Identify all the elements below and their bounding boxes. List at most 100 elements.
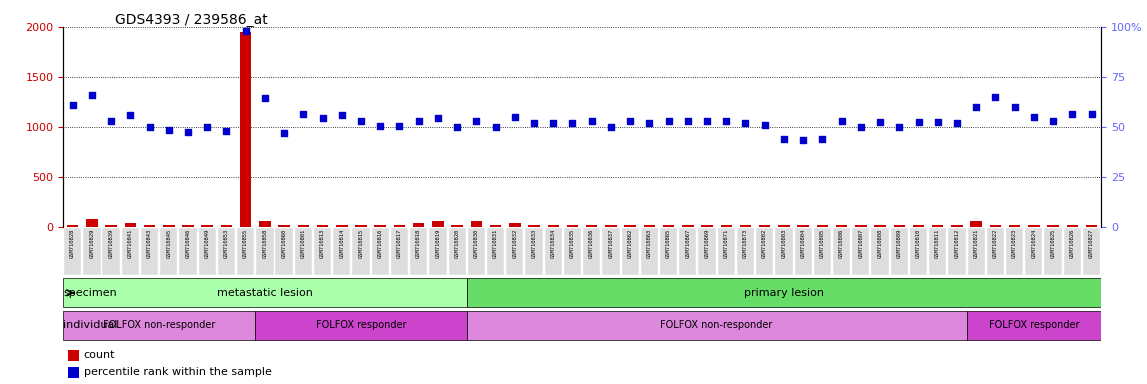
Bar: [933, 225, 944, 227]
Point: [890, 124, 908, 130]
Text: GSM710810: GSM710810: [916, 229, 921, 258]
FancyBboxPatch shape: [352, 228, 369, 275]
FancyBboxPatch shape: [602, 228, 619, 275]
Point: [852, 124, 871, 130]
Text: GSM710814: GSM710814: [340, 229, 344, 258]
FancyBboxPatch shape: [448, 228, 466, 275]
Point: [525, 120, 544, 126]
Text: GSM710871: GSM710871: [724, 229, 728, 258]
FancyBboxPatch shape: [237, 228, 255, 275]
Point: [929, 119, 947, 125]
Text: GSM710805: GSM710805: [820, 229, 825, 258]
FancyBboxPatch shape: [718, 228, 735, 275]
Bar: [106, 225, 117, 227]
FancyBboxPatch shape: [583, 228, 600, 275]
Bar: [855, 225, 867, 227]
Bar: [1028, 225, 1039, 227]
Text: GSM710807: GSM710807: [858, 229, 864, 258]
Point: [448, 124, 467, 130]
Bar: [240, 32, 251, 227]
Point: [640, 120, 658, 126]
Text: GSM710804: GSM710804: [801, 229, 805, 258]
FancyBboxPatch shape: [986, 228, 1004, 275]
FancyBboxPatch shape: [295, 228, 312, 275]
Text: count: count: [84, 350, 115, 360]
Text: GSM710853: GSM710853: [224, 229, 229, 258]
Bar: [529, 225, 540, 227]
Bar: [68, 350, 79, 361]
Point: [544, 120, 562, 126]
Bar: [317, 225, 328, 227]
Point: [140, 124, 158, 130]
Bar: [970, 220, 982, 227]
Bar: [951, 225, 962, 227]
FancyBboxPatch shape: [314, 228, 331, 275]
Bar: [413, 223, 424, 227]
FancyBboxPatch shape: [64, 228, 81, 275]
Bar: [67, 225, 78, 227]
Point: [217, 127, 235, 134]
FancyBboxPatch shape: [756, 228, 773, 275]
FancyBboxPatch shape: [795, 228, 812, 275]
FancyBboxPatch shape: [1045, 228, 1062, 275]
Point: [333, 112, 351, 118]
Text: GSM710825: GSM710825: [1051, 229, 1055, 258]
Point: [563, 120, 582, 126]
Bar: [393, 225, 405, 227]
Point: [467, 118, 485, 124]
FancyBboxPatch shape: [275, 228, 292, 275]
FancyBboxPatch shape: [102, 228, 119, 275]
Bar: [740, 225, 751, 227]
Bar: [220, 225, 232, 227]
Text: GSM710849: GSM710849: [205, 229, 210, 258]
Text: GSM710819: GSM710819: [436, 229, 440, 258]
Text: GSM710867: GSM710867: [685, 229, 690, 258]
Point: [1024, 114, 1043, 120]
FancyBboxPatch shape: [411, 228, 428, 275]
Text: specimen: specimen: [63, 288, 117, 298]
Bar: [297, 225, 310, 227]
Bar: [86, 218, 97, 227]
Point: [967, 104, 985, 110]
Text: FOLFOX non-responder: FOLFOX non-responder: [103, 320, 216, 331]
Bar: [202, 225, 213, 227]
FancyBboxPatch shape: [487, 228, 505, 275]
Text: primary lesion: primary lesion: [744, 288, 824, 298]
Point: [833, 118, 851, 124]
Text: GSM710816: GSM710816: [377, 229, 383, 258]
Bar: [720, 225, 732, 227]
Text: GSM710811: GSM710811: [935, 229, 941, 258]
FancyBboxPatch shape: [372, 228, 389, 275]
Bar: [143, 225, 155, 227]
Point: [583, 118, 601, 124]
FancyBboxPatch shape: [929, 228, 946, 275]
Text: GSM710827: GSM710827: [1089, 229, 1094, 258]
Text: GSM710836: GSM710836: [590, 229, 594, 258]
Bar: [682, 225, 694, 227]
Point: [813, 136, 832, 142]
FancyBboxPatch shape: [910, 228, 927, 275]
Point: [660, 118, 678, 124]
FancyBboxPatch shape: [333, 228, 351, 275]
Text: GSM710833: GSM710833: [531, 229, 537, 258]
FancyBboxPatch shape: [736, 228, 754, 275]
Text: GSM710839: GSM710839: [109, 229, 114, 258]
FancyBboxPatch shape: [968, 228, 985, 275]
Point: [621, 118, 639, 124]
Bar: [894, 225, 905, 227]
Text: GSM710843: GSM710843: [147, 229, 153, 258]
Bar: [701, 225, 712, 227]
Bar: [68, 367, 79, 378]
Point: [986, 94, 1005, 100]
Bar: [279, 225, 290, 227]
FancyBboxPatch shape: [1083, 228, 1100, 275]
Bar: [452, 225, 463, 227]
Text: GSM710869: GSM710869: [704, 229, 710, 258]
FancyBboxPatch shape: [872, 228, 889, 275]
Text: GSM710809: GSM710809: [897, 229, 902, 258]
Point: [947, 120, 966, 126]
Point: [697, 118, 716, 124]
Bar: [1086, 225, 1098, 227]
Text: FOLFOX responder: FOLFOX responder: [989, 320, 1079, 331]
Text: GSM710863: GSM710863: [647, 229, 651, 258]
